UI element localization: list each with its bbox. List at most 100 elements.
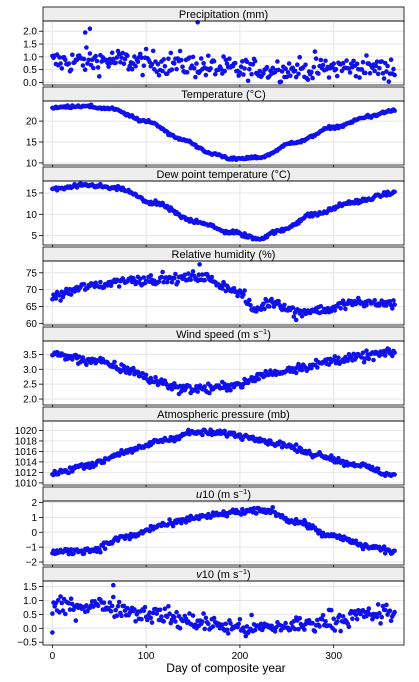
data-point bbox=[279, 69, 285, 74]
data-point bbox=[81, 282, 87, 287]
y-tick-label: 3.0 bbox=[23, 365, 37, 376]
data-point bbox=[138, 276, 143, 282]
data-point bbox=[208, 66, 213, 71]
data-point bbox=[66, 600, 72, 606]
data-point bbox=[320, 613, 326, 618]
data-point bbox=[169, 279, 175, 285]
data-point bbox=[172, 381, 177, 386]
y-tick-label: 60 bbox=[26, 319, 38, 330]
data-point bbox=[360, 350, 366, 356]
panel-atmospheric-pressure: Atmospheric pressure (mb)101010121014101… bbox=[15, 406, 405, 489]
data-point bbox=[354, 61, 360, 67]
data-point bbox=[315, 617, 320, 623]
data-point bbox=[131, 365, 136, 371]
data-point bbox=[238, 64, 244, 69]
data-point bbox=[293, 442, 299, 447]
data-point bbox=[191, 66, 197, 71]
x-axis: 0 100 200 300 bbox=[50, 651, 343, 662]
data-point bbox=[149, 62, 155, 67]
data-point bbox=[201, 611, 206, 616]
data-point bbox=[55, 597, 61, 603]
data-point bbox=[278, 79, 284, 85]
data-point bbox=[159, 614, 164, 619]
data-point bbox=[190, 613, 196, 618]
data-point bbox=[210, 624, 216, 629]
y-tick-label: 20 bbox=[26, 117, 38, 128]
x-tick-label: 0 bbox=[50, 651, 56, 662]
data-point bbox=[346, 624, 352, 630]
data-point bbox=[156, 617, 162, 623]
data-point bbox=[331, 61, 337, 66]
data-point bbox=[353, 73, 359, 79]
data-point bbox=[211, 58, 217, 64]
data-point bbox=[203, 72, 209, 78]
data-point bbox=[127, 63, 132, 69]
data-point bbox=[187, 611, 192, 616]
data-point bbox=[361, 359, 367, 365]
data-point bbox=[179, 57, 184, 63]
y-tick-label: 2 bbox=[31, 498, 37, 509]
data-point bbox=[132, 607, 137, 612]
data-point bbox=[310, 620, 315, 626]
points-precipitation bbox=[50, 20, 397, 85]
data-point bbox=[213, 72, 218, 77]
panel-frame bbox=[42, 180, 405, 246]
data-point bbox=[331, 616, 337, 622]
data-point bbox=[168, 50, 174, 56]
data-point bbox=[68, 547, 74, 552]
data-point bbox=[392, 108, 397, 113]
data-point bbox=[372, 68, 378, 74]
x-tick-label: 200 bbox=[232, 651, 249, 662]
data-point bbox=[220, 286, 225, 291]
y-tick-label: 2.0 bbox=[23, 27, 37, 38]
data-point bbox=[148, 375, 154, 381]
data-point bbox=[57, 610, 62, 615]
data-point bbox=[290, 305, 296, 310]
data-point bbox=[160, 68, 165, 74]
data-point bbox=[245, 78, 251, 84]
data-point bbox=[367, 70, 373, 76]
data-point bbox=[150, 48, 156, 54]
data-point bbox=[74, 57, 80, 62]
data-point bbox=[228, 621, 233, 626]
data-point bbox=[129, 66, 135, 72]
data-point bbox=[101, 460, 107, 465]
data-point bbox=[351, 58, 356, 64]
data-point bbox=[135, 369, 141, 375]
data-point bbox=[258, 621, 264, 627]
data-point bbox=[193, 74, 198, 80]
data-point bbox=[236, 621, 241, 627]
data-point bbox=[285, 70, 291, 75]
data-point bbox=[374, 59, 380, 64]
data-point bbox=[105, 60, 110, 66]
data-point bbox=[174, 609, 179, 615]
data-point bbox=[164, 71, 170, 77]
panel-title: Dew point temperature (°C) bbox=[156, 169, 290, 181]
data-point bbox=[196, 272, 202, 278]
data-point bbox=[282, 302, 287, 308]
panel-title: Temperature (°C) bbox=[181, 89, 265, 101]
data-point bbox=[302, 627, 307, 632]
data-point bbox=[264, 64, 270, 70]
points-v10 bbox=[50, 582, 397, 639]
data-point bbox=[384, 602, 389, 608]
data-point bbox=[366, 356, 372, 362]
data-point bbox=[64, 286, 69, 292]
data-point bbox=[248, 302, 253, 308]
data-point bbox=[380, 71, 386, 76]
data-point bbox=[121, 61, 127, 67]
y-tick-label: −2 bbox=[26, 558, 38, 569]
y-tick-label: 70 bbox=[26, 285, 38, 296]
points-atmospheric-pressure bbox=[50, 427, 397, 479]
data-point bbox=[241, 72, 246, 77]
data-point bbox=[313, 56, 319, 61]
data-point bbox=[80, 63, 86, 68]
data-point bbox=[261, 301, 266, 307]
data-point bbox=[119, 55, 124, 60]
data-point bbox=[58, 298, 63, 303]
data-point bbox=[237, 617, 243, 622]
data-point bbox=[81, 56, 87, 62]
data-point bbox=[326, 75, 332, 80]
data-point bbox=[70, 52, 75, 57]
data-point bbox=[392, 548, 397, 554]
